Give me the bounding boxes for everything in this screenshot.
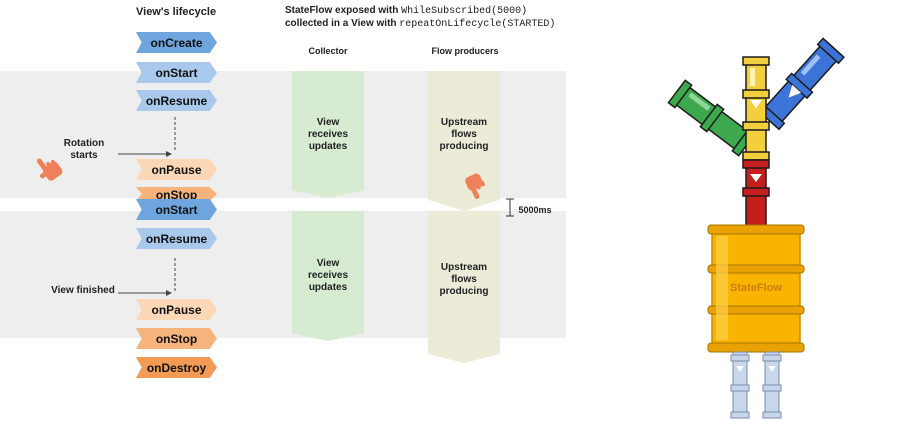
lifecycle-connectors (36, 117, 514, 296)
timeout-label: 5000ms (518, 205, 552, 215)
timeout-bracket (506, 198, 514, 217)
step-on-start-2: onStart (136, 199, 217, 220)
stateflow-barrel (707, 224, 805, 353)
red-pipe (742, 159, 770, 227)
step-on-pause-1: onPause (136, 159, 217, 180)
collector-title: Collector (308, 46, 348, 56)
outlet-pipe-right (762, 351, 782, 419)
header-line2-prefix: collected in a View with (285, 18, 400, 29)
collector-block-1: View receives updates (292, 71, 364, 198)
barrel-label: StateFlow (730, 282, 782, 294)
step-on-destroy: onDestroy (136, 357, 217, 378)
producer-text-2: Upstream flows producing (439, 262, 489, 297)
rotation-label: Rotation starts (63, 138, 105, 161)
collector-text-1: View receives updates (307, 116, 349, 152)
step-on-resume-1: onResume (136, 90, 217, 111)
step-on-pause-2: onPause (136, 299, 217, 320)
step-on-stop-2: onStop (136, 328, 217, 349)
step-on-stop-1: onStop (136, 187, 217, 201)
step-on-resume-2: onResume (136, 228, 217, 249)
collector-text-2: View receives updates (307, 258, 349, 293)
collector-block-2: View receives updates (292, 211, 364, 341)
header-line1-code: WhileSubscribed(5000) (401, 6, 528, 17)
header-line2-code: repeatOnLifecycle(STARTED) (399, 19, 556, 30)
step-on-create: onCreate (136, 32, 217, 53)
stateflow-header: StateFlow exposed with WhileSubscribed(5… (285, 5, 555, 31)
producer-text-1: Upstream flows producing (439, 117, 489, 152)
producers-title: Flow producers (431, 46, 499, 56)
producer-block-2: Upstream flows producing (428, 211, 500, 363)
header-line1-prefix: StateFlow exposed with (285, 5, 402, 16)
rotation-arrow-head (166, 151, 172, 157)
step-on-start-1: onStart (136, 62, 217, 83)
lifecycle-title: View's lifecycle (136, 6, 217, 18)
hand-pointing-icon (36, 158, 63, 181)
view-finished-arrow-head (166, 290, 172, 296)
hand-pointing-down-icon (465, 173, 485, 200)
blue-pipe (757, 37, 845, 131)
producer-block-1: Upstream flows producing (428, 71, 500, 211)
yellow-pipe (742, 56, 770, 163)
outlet-pipe-left (730, 351, 750, 419)
view-finished-label: View finished (51, 285, 115, 296)
